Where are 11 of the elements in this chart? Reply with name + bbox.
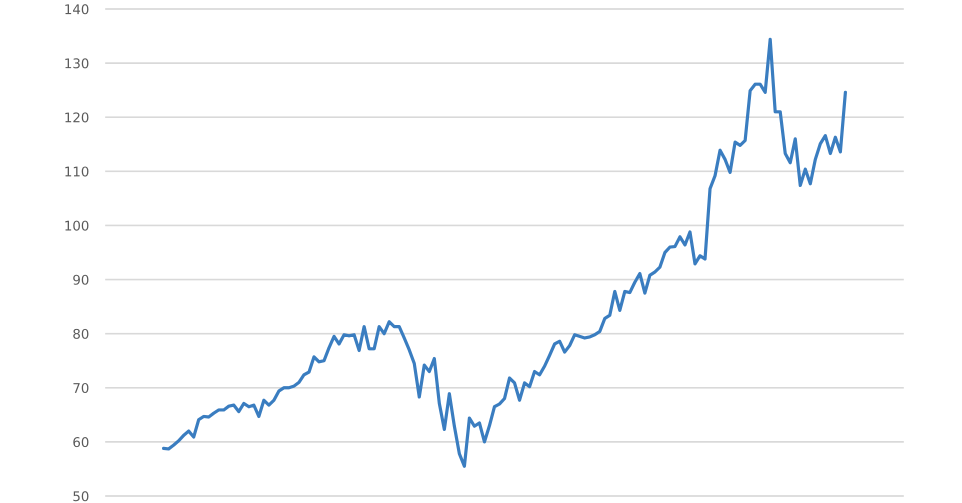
y-tick-label: 90 bbox=[73, 274, 88, 285]
y-tick-label: 140 bbox=[65, 4, 88, 14]
y-tick-label: 120 bbox=[65, 112, 88, 122]
y-tick-label: 80 bbox=[73, 328, 88, 339]
y-tick-label: 70 bbox=[73, 382, 88, 394]
y-tick-label: 50 bbox=[73, 491, 88, 502]
y-tick-label: 130 bbox=[65, 58, 88, 68]
line-series bbox=[162, 38, 847, 468]
y-tick-label: 100 bbox=[65, 220, 88, 231]
y-tick-label: 110 bbox=[65, 166, 88, 177]
y-tick-label: 60 bbox=[73, 437, 88, 448]
